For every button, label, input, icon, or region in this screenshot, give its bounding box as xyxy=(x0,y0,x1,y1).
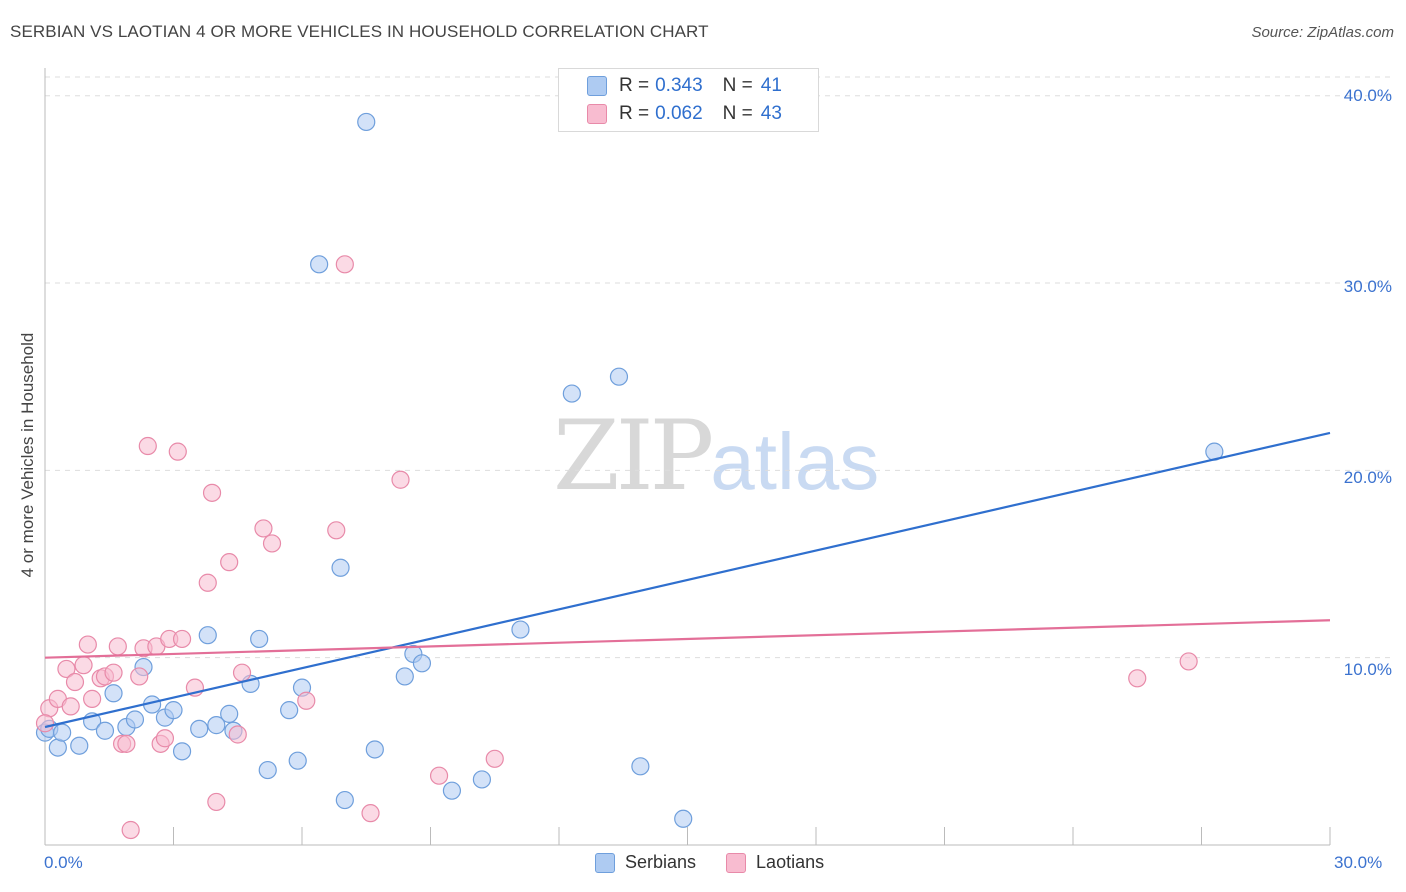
serbians-point xyxy=(511,620,530,639)
serbians-point xyxy=(472,770,491,789)
laotians-point xyxy=(228,725,247,744)
laotians-point xyxy=(297,691,316,710)
legend-swatch-laotians xyxy=(726,852,747,873)
serbians-point xyxy=(365,740,384,759)
legend-swatch-serbians xyxy=(587,76,607,96)
serbians-point xyxy=(190,719,209,738)
serbians-point xyxy=(53,723,72,742)
source-label: Source: ZipAtlas.com xyxy=(1251,24,1394,41)
serbians-point xyxy=(335,790,354,810)
serbians-point xyxy=(258,760,277,780)
laotians-point xyxy=(35,714,55,733)
x-tick-label-max: 30.0% xyxy=(1334,853,1383,872)
laotians-point xyxy=(108,637,127,656)
laotians-point xyxy=(172,629,192,649)
legend-label-serbians: Serbians xyxy=(625,852,697,872)
laotians-point xyxy=(1128,669,1147,688)
serbians-point xyxy=(207,716,226,735)
series-legend: Serbians Laotians xyxy=(595,852,854,873)
legend-r-label: R = xyxy=(619,75,650,96)
serbians-point xyxy=(70,736,89,755)
legend-item-serbians[interactable]: Serbians xyxy=(595,852,696,873)
chart-title: SERBIAN VS LAOTIAN 4 OR MORE VEHICLES IN… xyxy=(10,22,709,41)
legend-swatch-serbians xyxy=(595,852,615,873)
serbians-point xyxy=(164,701,183,720)
legend-n-label: N = xyxy=(722,75,753,96)
serbians-point xyxy=(48,738,67,757)
y-tick-label-10: 10.0% xyxy=(1343,660,1392,679)
y-tick-label-40: 40.0% xyxy=(1343,86,1392,105)
legend-n-label: N = xyxy=(722,103,753,124)
legend-n-value: 41 xyxy=(760,75,782,96)
laotians-point xyxy=(168,442,187,461)
laotians-point xyxy=(361,804,380,823)
serbians-point xyxy=(95,721,115,740)
legend-r-value: 0.062 xyxy=(655,103,703,124)
legend-r-value: 0.343 xyxy=(655,75,703,96)
legend-r-label: R = xyxy=(619,103,650,124)
laotians-point xyxy=(335,255,354,274)
legend-swatch-laotians xyxy=(587,104,607,124)
serbians-point xyxy=(631,757,650,776)
laotians-point xyxy=(207,792,226,812)
laotians-point xyxy=(262,534,282,553)
laotians-point xyxy=(220,553,239,572)
laotians-point xyxy=(202,483,222,502)
serbians-point xyxy=(104,684,123,703)
watermark-zip: ZIP xyxy=(553,400,714,512)
laotians-point xyxy=(78,635,97,654)
stats-legend: R = 0.343 N = 41 R = 0.062 N = 43 xyxy=(558,68,819,132)
serbians-point xyxy=(674,809,693,828)
laotians-trend-line xyxy=(44,619,1331,659)
serbians-point xyxy=(395,667,414,686)
watermark: ZIPatlas xyxy=(553,400,879,512)
y-tick-label-30: 30.0% xyxy=(1343,277,1392,296)
laotians-point xyxy=(429,766,449,785)
serbians-point xyxy=(609,367,629,386)
laotians-point xyxy=(155,729,175,748)
laotians-point xyxy=(61,697,80,716)
serbians-point xyxy=(220,704,239,723)
serbians-point xyxy=(442,781,462,800)
laotians-point xyxy=(74,656,93,675)
serbians-point xyxy=(172,742,192,761)
x-tick-label-min: 0.0% xyxy=(44,853,83,872)
y-tick-label-20: 20.0% xyxy=(1343,468,1392,487)
serbians-point xyxy=(288,751,307,770)
serbians-trend-line xyxy=(44,431,1331,729)
legend-n-value: 43 xyxy=(760,103,782,124)
legend-row-laotians: R = 0.062 N = 43 xyxy=(559,101,782,127)
laotians-point xyxy=(1179,652,1198,671)
laotians-point xyxy=(391,470,410,489)
laotians-point xyxy=(104,663,123,682)
y-axis-title: 4 or more Vehicles in Household xyxy=(18,332,37,578)
laotians-point xyxy=(117,734,136,753)
serbians-point xyxy=(198,626,217,645)
laotians-point xyxy=(83,689,102,708)
serbians-point xyxy=(125,710,145,729)
laotians-point xyxy=(57,659,76,679)
legend-item-laotians[interactable]: Laotians xyxy=(726,852,824,873)
serbians-point xyxy=(331,558,350,577)
legend-label-laotians: Laotians xyxy=(756,852,825,872)
serbians-point xyxy=(412,654,432,673)
laotians-point xyxy=(121,820,140,840)
laotians-point xyxy=(198,573,217,592)
laotians-point xyxy=(138,436,157,456)
serbians-point xyxy=(250,629,269,649)
serbians-point xyxy=(357,112,376,132)
laotians-point xyxy=(232,663,252,682)
serbians-point xyxy=(562,384,581,403)
watermark-atlas: atlas xyxy=(710,417,880,506)
laotians-point xyxy=(130,667,149,686)
serbians-point xyxy=(310,255,329,274)
laotians-point xyxy=(254,519,273,538)
laotians-point xyxy=(485,749,504,768)
serbians-point xyxy=(280,701,299,720)
laotians-point xyxy=(65,672,85,692)
laotians-point xyxy=(327,521,346,540)
legend-row-serbians: R = 0.343 N = 41 xyxy=(559,73,782,99)
